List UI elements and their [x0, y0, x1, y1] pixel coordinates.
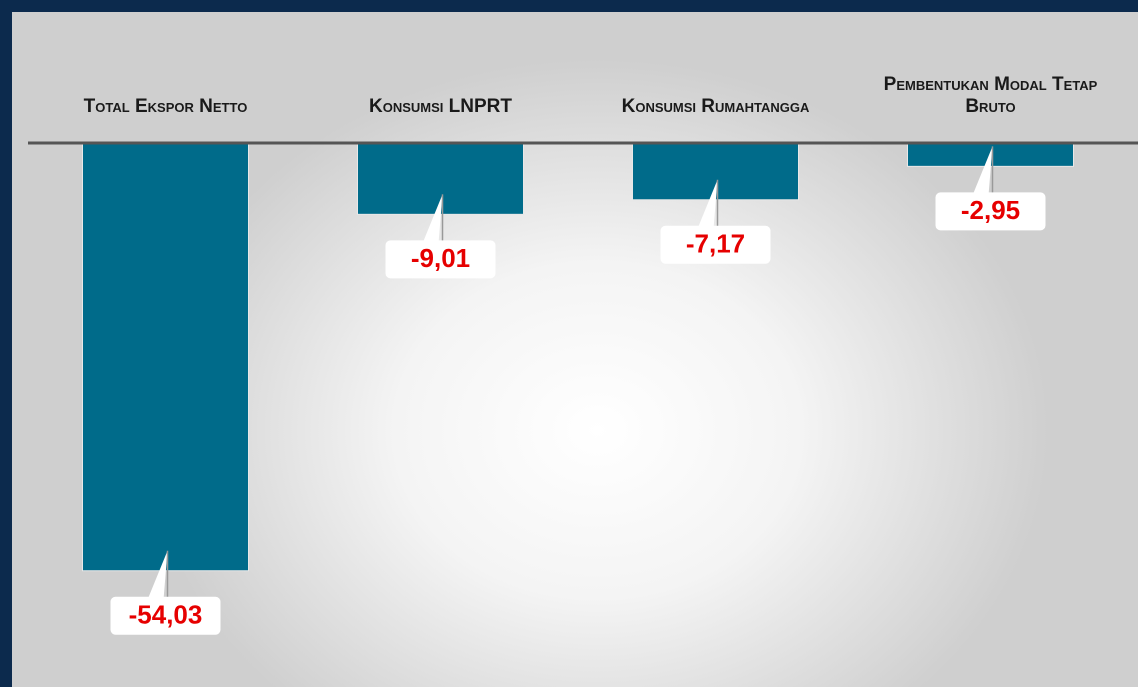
category-label: Total Ekspor Netto — [83, 96, 248, 117]
callout-pointer — [147, 550, 168, 600]
label-box — [110, 596, 221, 635]
data-label: -2,95 — [961, 195, 1020, 225]
data-label: -9,01 — [411, 243, 470, 273]
category-label: Pembentukan Modal Tetap Bruto — [883, 74, 1098, 117]
category-label: Konsumsi LNPRT — [369, 96, 512, 117]
label-box — [660, 225, 771, 264]
callout-pointer — [697, 179, 718, 229]
label-box — [935, 192, 1046, 231]
data-label: -7,17 — [686, 229, 745, 259]
callout-pointer — [972, 146, 993, 196]
data-label: -54,03 — [129, 600, 203, 630]
label-box — [385, 240, 496, 279]
category-label: Konsumsi Rumahtangga — [621, 96, 810, 117]
bar — [82, 142, 249, 572]
callout-pointer — [422, 194, 443, 244]
